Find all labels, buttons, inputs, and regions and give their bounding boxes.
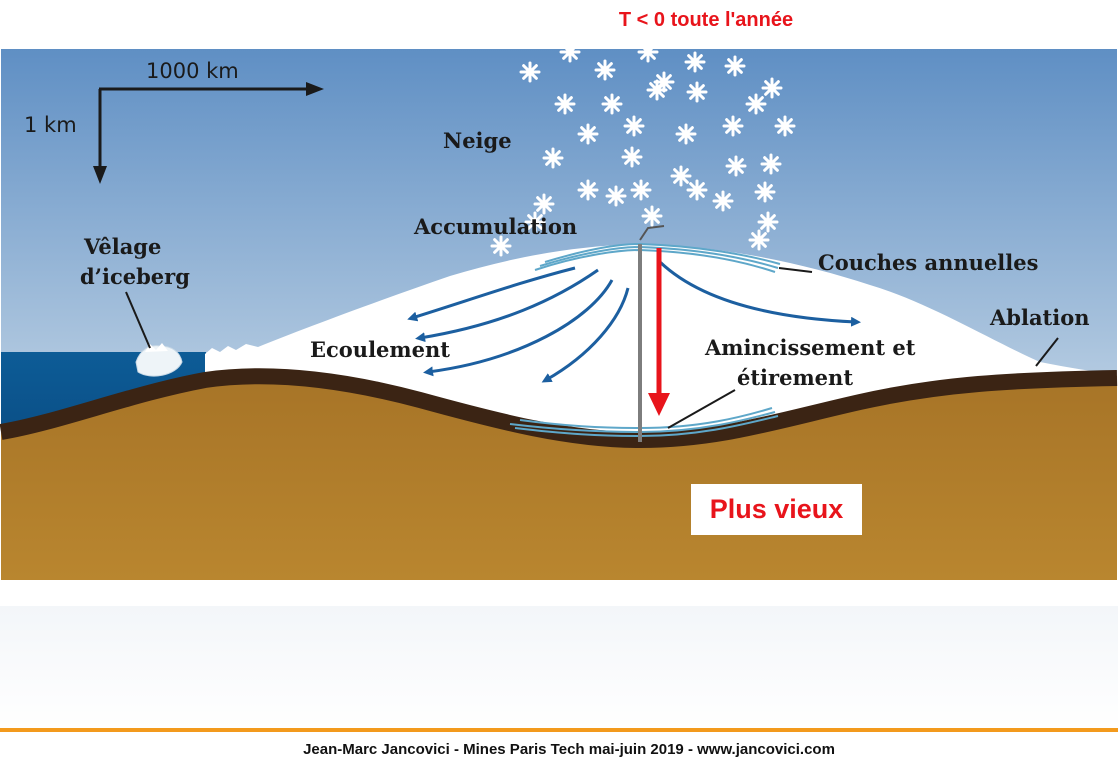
snowflake-icon xyxy=(641,205,663,227)
snowflake-icon xyxy=(533,193,555,215)
snow-label: Neige xyxy=(443,128,512,153)
snowflake-icon xyxy=(623,115,645,137)
footer-credit: Jean-Marc Jancovici - Mines Paris Tech m… xyxy=(303,741,835,758)
snowflake-icon xyxy=(630,179,652,201)
flow-arrow-2 xyxy=(415,268,599,343)
snowflake-icon xyxy=(684,51,706,73)
snowflakes xyxy=(490,41,796,257)
calving-leader xyxy=(125,291,151,349)
flow-arrow-3 xyxy=(423,279,614,377)
thinning-leader xyxy=(667,389,736,429)
snowflake-icon xyxy=(724,55,746,77)
annual-layers-label: Couches annuelles xyxy=(818,250,1038,275)
snowflake-icon xyxy=(675,123,697,145)
accumulation-label: Accumulation xyxy=(413,214,577,239)
snowflake-icon xyxy=(577,179,599,201)
ablation-leader xyxy=(1035,337,1059,367)
calving-label-line2: d’iceberg xyxy=(80,264,190,289)
flow-arrow-5 xyxy=(658,260,861,327)
layers-leader xyxy=(778,267,813,273)
age-arrow-head xyxy=(648,393,670,416)
snowflake-icon xyxy=(542,147,564,169)
snowflake-icon xyxy=(745,93,767,115)
snowflake-icon xyxy=(637,41,659,63)
snowflake-icon xyxy=(605,185,627,207)
thinning-label-line1: Amincissement et xyxy=(704,335,916,360)
scale-vertical-head xyxy=(93,166,107,184)
snowflake-icon xyxy=(490,235,512,257)
flow-arrow-1 xyxy=(407,266,576,322)
snowflake-icon xyxy=(646,79,668,101)
snowflake-icon xyxy=(712,190,734,212)
oldest-ice-label: Plus vieux xyxy=(691,484,862,535)
snowflake-icon xyxy=(760,153,782,175)
ablation-label: Ablation xyxy=(989,305,1090,330)
scale-vertical-label: 1 km xyxy=(24,113,77,137)
borehole-marker xyxy=(639,225,665,241)
snowflake-icon xyxy=(670,165,692,187)
snowflake-icon xyxy=(774,115,796,137)
snowflake-icon xyxy=(686,81,708,103)
thinning-label-line2: étirement xyxy=(737,365,853,390)
footer-rule xyxy=(0,728,1118,732)
snowflake-icon xyxy=(754,181,776,203)
calving-label-line1: Vêlage xyxy=(83,234,161,259)
snowflake-icon xyxy=(761,77,783,99)
snowflake-icon xyxy=(621,146,643,168)
snowflake-icon xyxy=(722,115,744,137)
snowflake-icon xyxy=(757,211,779,233)
footer-background xyxy=(0,606,1118,728)
flow-label: Ecoulement xyxy=(310,337,450,362)
snowflake-icon xyxy=(559,41,581,63)
snowflake-icon xyxy=(519,61,541,83)
snowflake-icon xyxy=(524,211,546,233)
snowflake-icon xyxy=(601,93,623,115)
iceberg-top xyxy=(145,343,168,352)
flow-arrows xyxy=(407,260,861,383)
snowflake-icon xyxy=(554,93,576,115)
snowflake-icon xyxy=(577,123,599,145)
snowflake-icon xyxy=(594,59,616,81)
scale-horizontal-head xyxy=(306,82,324,96)
snowflake-icon xyxy=(725,155,747,177)
iceberg xyxy=(135,345,183,377)
oldest-ice-text: Plus vieux xyxy=(709,494,844,524)
slide-title: T < 0 toute l'année xyxy=(618,9,794,31)
snowflake-icon xyxy=(686,179,708,201)
snowflake-icon xyxy=(748,229,770,251)
flow-arrow-4 xyxy=(541,287,630,383)
scale-horizontal-label: 1000 km xyxy=(146,59,239,83)
